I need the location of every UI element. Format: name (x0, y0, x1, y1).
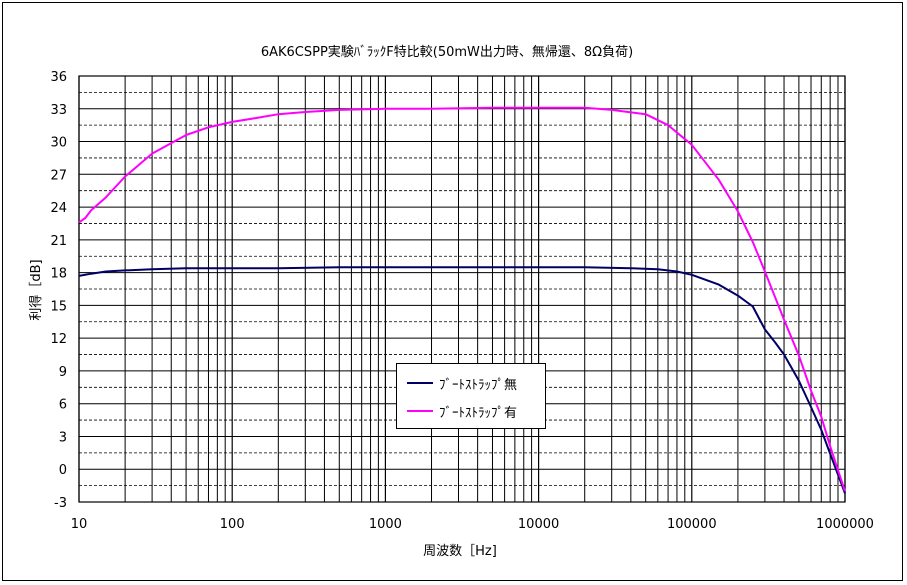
x-tick-label: 1000 (369, 517, 402, 532)
x-tick-label: 10000 (518, 517, 559, 532)
y-tick-label: 36 (50, 70, 67, 85)
x-tick-label: 10 (71, 517, 88, 532)
legend-swatch-series-2 (407, 410, 433, 412)
legend-item-series-2: ﾌﾞｰﾄｽﾄﾗｯﾌﾟ有 (407, 402, 518, 421)
series-lines (78, 106, 846, 494)
series-line-2 (78, 106, 846, 492)
x-tick-label: 100000 (667, 517, 717, 532)
legend: ﾌﾞｰﾄｽﾄﾗｯﾌﾟ無 ﾌﾞｰﾄｽﾄﾗｯﾌﾟ有 (396, 363, 546, 429)
y-tick-label: 3 (59, 430, 67, 445)
x-tick-label: 100 (220, 517, 245, 532)
y-tick-label: 24 (50, 201, 67, 216)
y-tick-label: 33 (50, 103, 67, 118)
x-axis-ticks: 10 100 1000 10000 100000 1000000 (71, 517, 874, 532)
x-tick-label: 1000000 (816, 517, 874, 532)
y-tick-label: 27 (50, 168, 67, 183)
y-tick-label: 6 (59, 398, 67, 413)
y-tick-label: -3 (54, 496, 67, 511)
y-tick-label: 0 (59, 463, 67, 478)
chart-title: 6AK6CSPP実験ﾊﾞﾗｯｸF特比較(50mW出力時、無帰還、8Ω負荷) (261, 44, 633, 60)
legend-label-series-1: ﾌﾞｰﾄｽﾄﾗｯﾌﾟ無 (439, 377, 518, 393)
y-tick-label: 9 (59, 365, 67, 380)
plot-border (78, 75, 846, 503)
series-line-1 (78, 266, 846, 494)
legend-item-series-1: ﾌﾞｰﾄｽﾄﾗｯﾌﾟ無 (407, 374, 518, 393)
y-tick-label: 21 (50, 234, 67, 249)
y-tick-label: 18 (50, 267, 67, 282)
y-tick-label: 12 (50, 332, 67, 347)
y-tick-label: 30 (50, 136, 67, 151)
legend-label-series-2: ﾌﾞｰﾄｽﾄﾗｯﾌﾟ有 (439, 405, 518, 421)
y-tick-label: 15 (50, 299, 67, 314)
y-axis-label: 利得［dB] (28, 259, 44, 320)
x-axis-label: 周波数［Hz] (423, 544, 497, 559)
legend-swatch-series-1 (407, 382, 433, 384)
plot-grid (78, 75, 846, 503)
